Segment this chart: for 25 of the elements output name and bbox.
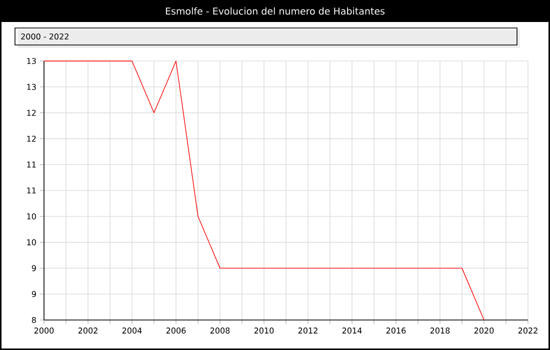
chart-title: Esmolfe - Evolucion del numero de Habitantes bbox=[166, 7, 385, 15]
y-tick-label: 10 bbox=[27, 239, 36, 246]
x-tick-label: 2016 bbox=[386, 328, 406, 334]
x-tick-label: 2006 bbox=[166, 328, 186, 334]
y-tick-label: 10 bbox=[27, 213, 36, 220]
y-tick-label: 11 bbox=[27, 188, 36, 194]
y-tick-label: 9 bbox=[32, 291, 36, 298]
x-tick-label: 2010 bbox=[254, 328, 274, 334]
x-tick-label: 2004 bbox=[122, 328, 142, 334]
x-tick-label: 2000 bbox=[34, 328, 54, 334]
x-tick-label: 2008 bbox=[210, 328, 230, 334]
y-tick-label: 12 bbox=[27, 110, 36, 116]
x-tick-label: 2020 bbox=[474, 328, 494, 334]
y-tick-label: 8 bbox=[32, 316, 36, 324]
x-tick-label: 2014 bbox=[342, 328, 362, 334]
y-tick-label: 12 bbox=[27, 136, 36, 142]
x-tick-label: 2022 bbox=[518, 328, 538, 334]
chart-subtitle: 2000 - 2022 bbox=[21, 33, 68, 40]
y-tick-label: 13 bbox=[27, 58, 36, 64]
y-tick-label: 11 bbox=[27, 162, 36, 168]
x-tick-label: 2018 bbox=[430, 328, 450, 334]
y-tick-label: 13 bbox=[27, 84, 36, 90]
x-tick-label: 2012 bbox=[298, 328, 318, 334]
x-tick-label: 2002 bbox=[78, 328, 98, 334]
y-tick-label: 9 bbox=[32, 265, 36, 272]
